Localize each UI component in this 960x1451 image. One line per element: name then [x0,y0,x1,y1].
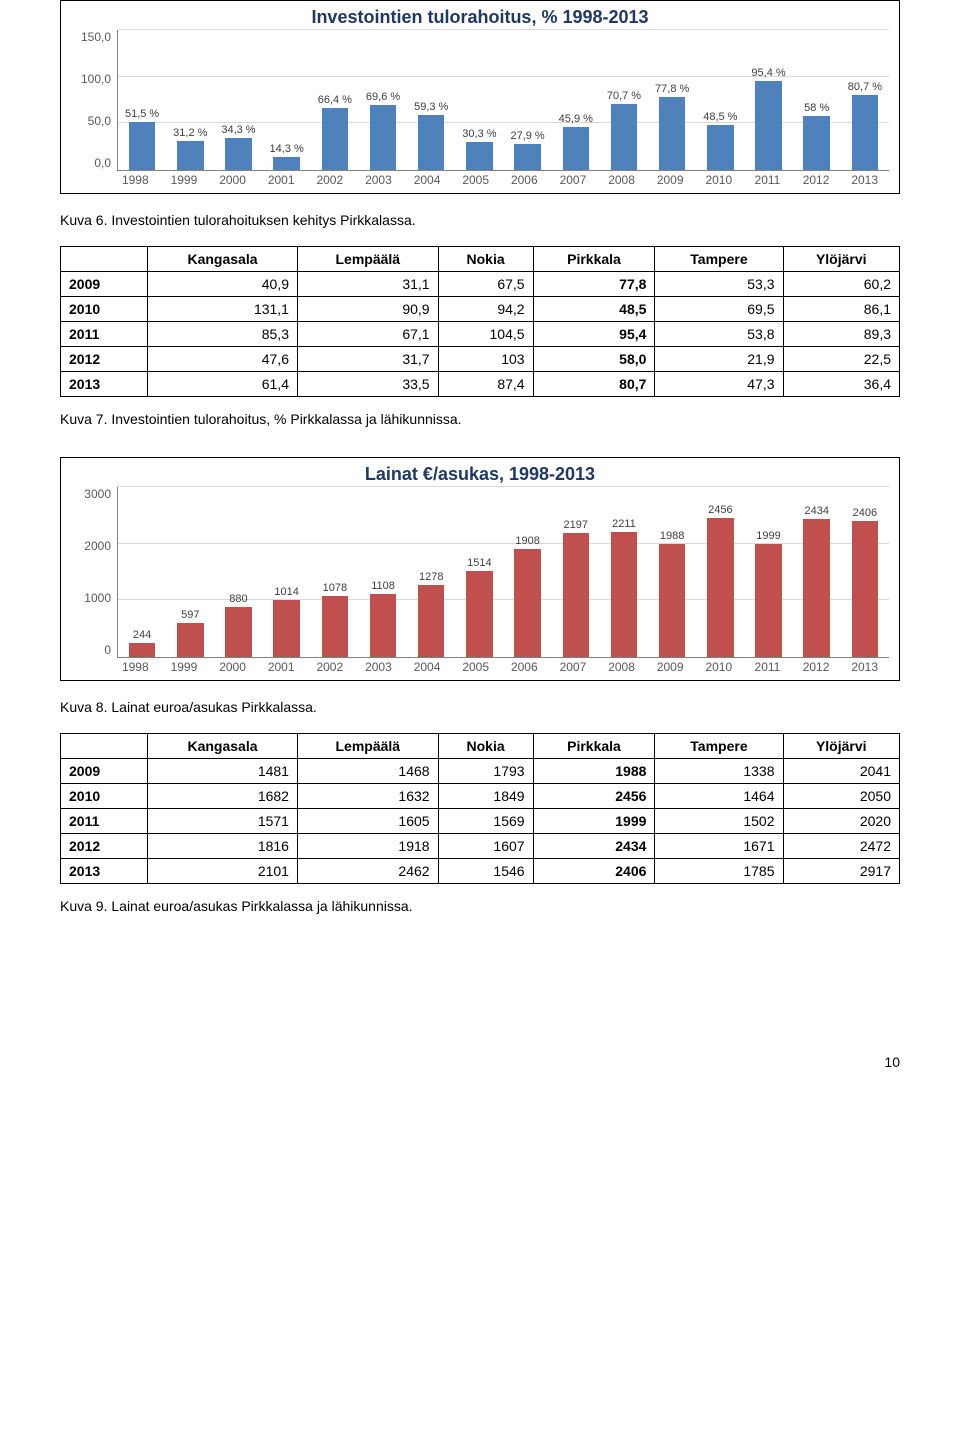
table-row: 201185,367,1104,595,453,889,3 [61,322,900,347]
bar-label: 51,5 % [112,108,172,120]
chart-investointien: Investointien tulorahoitus, % 1998-2013 … [60,0,900,194]
bar-label: 244 [112,629,172,641]
bar [466,571,493,657]
bar [803,519,830,657]
bar-label: 1278 [401,571,461,583]
bar [129,122,156,170]
chart1-x-axis: 1998199920002001200220032004200520062007… [111,171,889,187]
bar-label: 77,8 % [642,83,702,95]
bar-label: 1999 [739,530,799,542]
bar [514,549,541,657]
caption-kuva9: Kuva 9. Lainat euroa/asukas Pirkkalassa … [60,898,900,914]
bar [563,533,590,657]
bar [370,594,397,657]
bar [563,127,590,170]
chart1-plot: 51,5 %31,2 %34,3 %14,3 %66,4 %69,6 %59,3… [117,30,889,171]
caption-kuva8: Kuva 8. Lainat euroa/asukas Pirkkalassa. [60,699,900,715]
bar-label: 2406 [835,507,895,519]
bar [852,95,879,170]
chart2-title: Lainat €/asukas, 1998-2013 [71,464,889,485]
bar [466,142,493,170]
bar [273,157,300,170]
table-row: 2010168216321849245614642050 [61,784,900,809]
table-row: 200940,931,167,577,853,360,2 [61,272,900,297]
caption-kuva7: Kuva 7. Investointien tulorahoitus, % Pi… [60,411,900,427]
bar [418,585,445,657]
bar [225,607,252,657]
bar [225,138,252,170]
bar [755,81,782,170]
bar [659,97,686,170]
chart2-x-axis: 1998199920002001200220032004200520062007… [111,658,889,674]
bar [322,596,349,657]
chart2-y-axis: 3000200010000 [71,487,117,657]
bar [418,115,445,170]
bar-label: 1988 [642,530,702,542]
bar-label: 80,7 % [835,81,895,93]
bar [803,116,830,170]
table-lainat: KangasalaLempääläNokiaPirkkalaTampereYlö… [60,733,900,884]
table-row: 2011157116051569199915022020 [61,809,900,834]
chart1-y-axis: 150,0100,050,00,0 [71,30,117,170]
table-investointien: KangasalaLempääläNokiaPirkkalaTampereYlö… [60,246,900,397]
bar [707,125,734,170]
bar-label: 59,3 % [401,101,461,113]
chart-lainat: Lainat €/asukas, 1998-2013 3000200010000… [60,457,900,681]
bar-label: 1514 [449,557,509,569]
table-row: 2013210124621546240617852917 [61,859,900,884]
table-row: 201247,631,710358,021,922,5 [61,347,900,372]
bar-label: 14,3 % [257,143,317,155]
bar [177,623,204,657]
bar-label: 45,9 % [546,113,606,125]
bar [129,643,156,657]
bar-label: 48,5 % [690,111,750,123]
bar [514,144,541,170]
bar [755,544,782,657]
bar [177,141,204,170]
chart1-title: Investointien tulorahoitus, % 1998-2013 [71,7,889,28]
bar-label: 95,4 % [739,67,799,79]
bar [273,600,300,657]
page-number: 10 [60,1054,900,1070]
bar [322,108,349,170]
bar-label: 27,9 % [498,130,558,142]
bar [852,521,879,657]
bar [611,104,638,170]
table-row: 201361,433,587,480,747,336,4 [61,372,900,397]
bar-label: 2456 [690,504,750,516]
bar [611,532,638,657]
table-row: 2010131,190,994,248,569,586,1 [61,297,900,322]
bar-label: 58 % [787,102,847,114]
bar [659,544,686,657]
chart2-plot: 2445978801014107811081278151419082197221… [117,487,889,658]
table-row: 2012181619181607243416712472 [61,834,900,859]
bar-label: 1908 [498,535,558,547]
table-row: 2009148114681793198813382041 [61,759,900,784]
caption-kuva6: Kuva 6. Investointien tulorahoituksen ke… [60,212,900,228]
bar-label: 34,3 % [208,124,268,136]
bar-label: 597 [160,609,220,621]
bar-label: 2211 [594,518,654,530]
bar [370,105,397,170]
bar [707,518,734,657]
